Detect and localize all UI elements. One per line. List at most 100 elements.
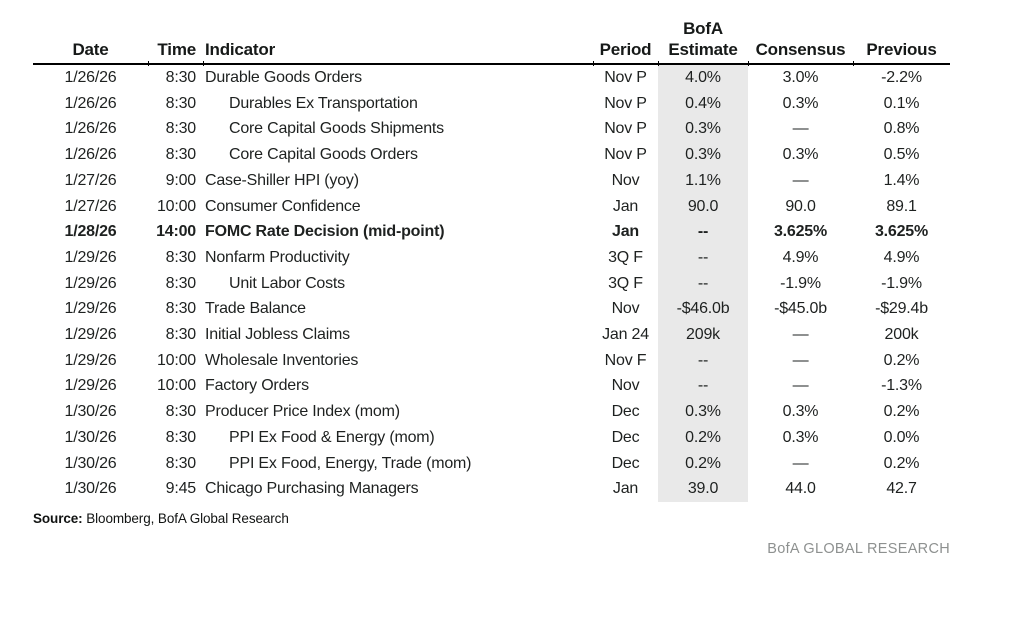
table-row: 1/26/26 8:30 Core Capital Goods Orders Nov … (33, 142, 950, 168)
cell-date: 1/28/26 (64, 223, 117, 241)
cell-indicator: Chicago Purchasing Managers (205, 480, 419, 498)
column-divider-tick (853, 61, 854, 66)
cell-estimate: 4.0% (658, 64, 748, 91)
cell-consensus: 3.0% (782, 69, 819, 86)
source-label: Source: (33, 510, 83, 526)
cell-previous: 89.1 (886, 197, 917, 215)
cell-time: 8:30 (165, 248, 197, 266)
cell-estimate: 0.4% (658, 90, 748, 117)
cell-consensus: -1.9% (780, 274, 821, 292)
table-row: 1/29/26 8:30 Initial Jobless Claims Jan 24 2… (33, 322, 950, 348)
cell-period: 3Q F (608, 248, 643, 266)
cell-previous: -$29.4b (875, 300, 928, 318)
cell-time: 8:30 (165, 274, 197, 292)
cell-indicator: Producer Price Index (mom) (205, 403, 400, 421)
cell-consensus: — (792, 454, 809, 472)
cell-time: 8:30 (165, 428, 197, 446)
cell-consensus: 0.3% (782, 428, 819, 446)
cell-date: 1/30/26 (64, 480, 117, 498)
cell-period: Jan (612, 223, 639, 241)
cell-previous: 0.5% (883, 146, 920, 164)
cell-indicator: Consumer Confidence (205, 197, 361, 215)
cell-consensus: 4.9% (782, 248, 819, 266)
cell-period: Nov (611, 377, 640, 395)
cell-time: 8:30 (165, 146, 197, 164)
cell-period: Dec (611, 428, 640, 446)
col-header-bofa-estimate: BofA Estimate (658, 10, 748, 65)
cell-indicator: Factory Orders (205, 377, 309, 395)
cell-indicator: Core Capital Goods Shipments (229, 120, 444, 138)
table-row: 1/29/26 10:00 Wholesale Inventories Nov F --… (33, 347, 950, 374)
cell-consensus: 0.3% (782, 146, 819, 164)
cell-previous: 42.7 (886, 480, 917, 498)
cell-date: 1/26/26 (64, 146, 117, 164)
cell-consensus: 3.625% (773, 223, 828, 241)
cell-period: Nov (611, 171, 640, 189)
col-header-period: Period (593, 10, 658, 65)
cell-date: 1/29/26 (64, 248, 117, 266)
cell-date: 1/30/26 (64, 428, 117, 446)
cell-time: 10:00 (156, 351, 196, 369)
cell-date: 1/27/26 (64, 197, 117, 215)
cell-previous: 4.9% (883, 248, 920, 266)
cell-date: 1/29/26 (64, 377, 117, 395)
cell-estimate: -- (658, 244, 748, 271)
cell-period: Nov P (604, 69, 647, 86)
cell-estimate: 0.2% (658, 424, 748, 451)
cell-estimate: -$46.0b (658, 296, 748, 323)
cell-consensus: — (792, 171, 809, 189)
cell-date: 1/27/26 (64, 171, 117, 189)
column-divider-tick (148, 61, 149, 66)
table-row: 1/26/26 8:30 Core Capital Goods Shipments N… (33, 116, 950, 143)
cell-period: Jan (612, 197, 639, 215)
economic-calendar-table: Date Time Indicator Period BofA Estimate… (33, 10, 950, 502)
header-row: Date Time Indicator Period BofA Estimate… (33, 10, 950, 65)
table-row: 1/30/26 8:30 PPI Ex Food, Energy, Trade (m… (33, 450, 950, 477)
cell-consensus: 0.3% (782, 403, 819, 421)
cell-indicator: PPI Ex Food, Energy, Trade (mom) (229, 454, 472, 472)
cell-time: 9:00 (165, 171, 197, 189)
col-header-estimate-line: Estimate (668, 40, 738, 59)
cell-estimate: 0.3% (658, 399, 748, 425)
cell-estimate: 0.3% (658, 116, 748, 143)
cell-time: 8:30 (165, 300, 197, 318)
cell-indicator: Nonfarm Productivity (205, 248, 350, 266)
brand-footer: BofA GLOBAL RESEARCH (767, 540, 950, 557)
cell-time: 8:30 (165, 120, 197, 138)
cell-period: Nov P (604, 120, 647, 138)
cell-date: 1/26/26 (64, 69, 117, 86)
cell-time: 8:30 (165, 326, 197, 344)
cell-estimate: 209k (658, 322, 748, 348)
cell-consensus: 44.0 (785, 480, 816, 498)
cell-period: Nov (611, 300, 640, 318)
cell-estimate: -- (658, 219, 748, 245)
cell-period: Nov P (604, 146, 647, 164)
cell-previous: 1.4% (883, 171, 920, 189)
table-row: 1/27/26 10:00 Consumer Confidence Jan 90.0 90… (33, 193, 950, 220)
cell-previous: 3.625% (874, 223, 929, 241)
cell-previous: 0.2% (883, 403, 920, 421)
cell-consensus: — (792, 377, 809, 395)
col-header-time: Time (148, 10, 203, 65)
cell-previous: 200k (884, 326, 919, 344)
cell-time: 8:30 (165, 454, 197, 472)
column-divider-tick (203, 61, 204, 66)
table-row: 1/28/26 14:00 FOMC Rate Decision (mid-poin… (33, 219, 950, 245)
table-row: 1/27/26 9:00 Case-Shiller HPI (yoy) Nov 1.1%… (33, 167, 950, 194)
cell-previous: -1.3% (881, 377, 922, 395)
cell-previous: 0.0% (883, 428, 920, 446)
table-row: 1/29/26 10:00 Factory Orders Nov -- — -1.3% (33, 373, 950, 400)
table-row: 1/30/26 9:45 Chicago Purchasing Managers Ja… (33, 476, 950, 502)
cell-previous: 0.1% (883, 94, 920, 112)
table-row: 1/26/26 8:30 Durable Goods Orders Nov P 4.0%… (33, 64, 950, 91)
table-row: 1/29/26 8:30 Unit Labor Costs 3Q F -- -1.9% -1… (33, 270, 950, 297)
cell-time: 8:30 (165, 69, 197, 86)
source-text: Bloomberg, BofA Global Research (82, 510, 289, 526)
cell-indicator: PPI Ex Food & Energy (mom) (229, 428, 435, 446)
cell-previous: 0.2% (883, 351, 920, 369)
cell-estimate: -- (658, 373, 748, 400)
col-header-consensus: Consensus (748, 10, 853, 65)
cell-indicator: FOMC Rate Decision (mid-point) (205, 223, 445, 241)
cell-period: Dec (611, 403, 640, 421)
col-header-date: Date (33, 10, 148, 65)
